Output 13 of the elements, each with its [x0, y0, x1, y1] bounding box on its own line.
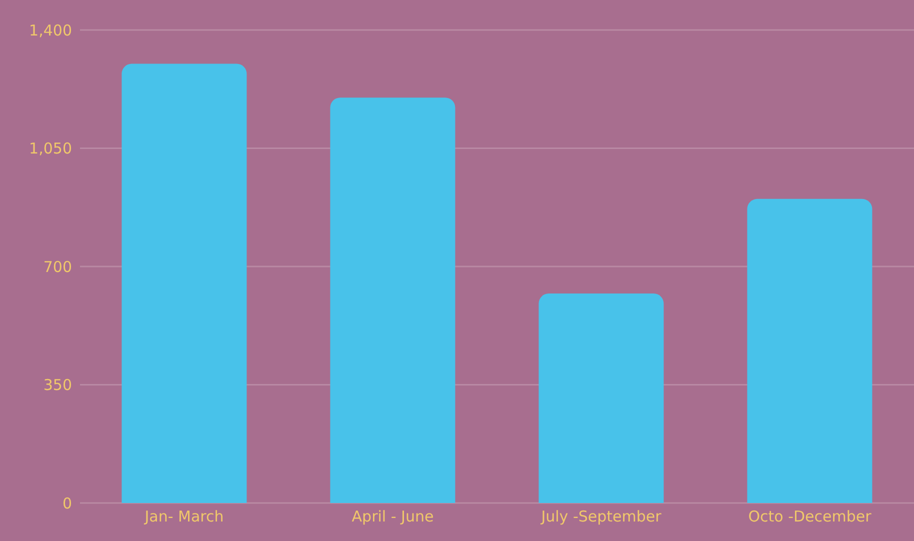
x-tick-label: April - June	[352, 508, 434, 526]
y-tick-label: 1,050	[29, 140, 72, 158]
bar	[122, 64, 247, 503]
y-tick-label: 1,400	[29, 21, 72, 40]
bar	[538, 294, 664, 503]
x-tick-label: Jan- March	[144, 508, 224, 526]
y-tick-label: 0	[62, 494, 72, 512]
y-tick-label: 350	[43, 376, 72, 394]
x-tick-label: Octo -December	[748, 508, 872, 526]
bar	[330, 98, 456, 503]
bar	[747, 198, 872, 503]
y-tick-label: 700	[43, 258, 72, 276]
x-tick-label: July -September	[540, 508, 662, 526]
